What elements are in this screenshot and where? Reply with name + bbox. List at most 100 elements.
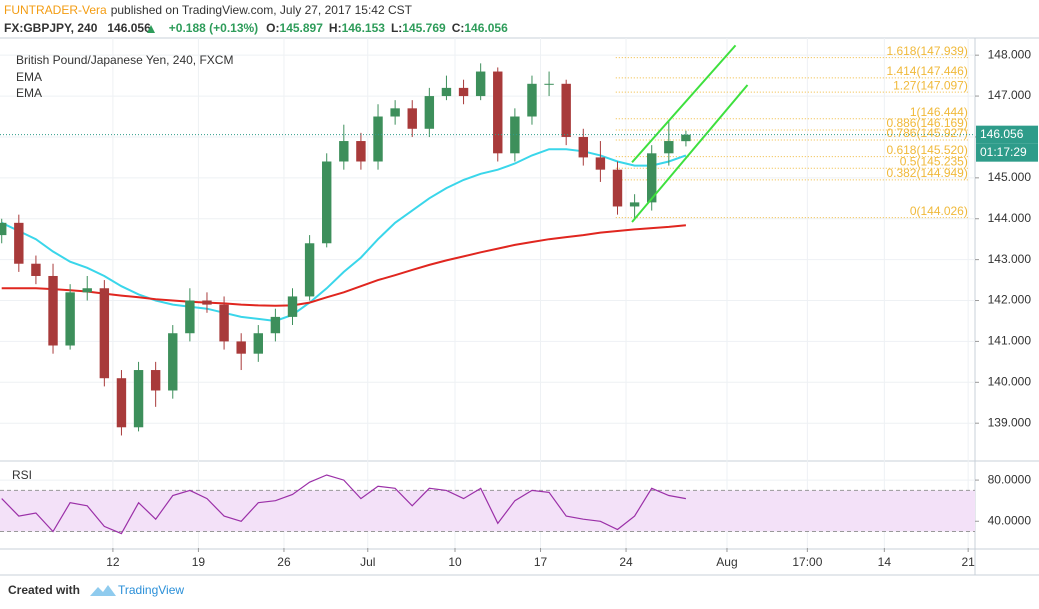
price: 146.056 [107,21,151,35]
candle-body [475,71,486,97]
candle-body [48,275,58,346]
candle-body [219,304,229,342]
candle-body [561,83,571,137]
fib-label: 1.618(147.939) [886,44,967,58]
y-tick-label: 148.000 [988,47,1032,61]
price-tag-label: 146.056 [980,127,1024,141]
candle-body [185,300,195,334]
rsi-title: RSI [12,468,32,482]
candle-body [0,222,7,236]
y-tick-label: 139.000 [988,415,1032,429]
legend-entry: EMA [16,70,42,84]
candle-body [681,134,691,142]
y-tick-label: 140.000 [988,374,1032,388]
candle-body [664,141,674,154]
candle-body [133,370,144,428]
x-tick-label: 12 [106,555,120,569]
channel-line [631,44,737,163]
author: FUNTRADER-Vera [4,3,107,17]
candle-body [356,141,366,162]
ema-line [1,148,687,323]
candle-body [116,378,127,428]
change: +0.188 (+0.13%) [169,21,258,35]
ohlc-value: 146.153 [342,21,386,35]
candle-body [595,157,606,170]
candle-body [322,161,332,244]
y-tick-label: 141.000 [988,334,1032,348]
legend-entry: EMA [16,86,42,100]
candle-body [458,87,469,97]
up-arrow [147,25,155,33]
y-tick-label: 143.000 [988,252,1032,266]
rsi-band [0,490,975,532]
candle-body [339,141,349,162]
x-tick-label: 14 [878,555,892,569]
ohlc-label: L: [391,21,402,35]
footer-brand: TradingView [118,583,184,597]
logo [90,585,116,596]
candle-body [65,292,75,346]
x-tick-label: 17 [534,555,548,569]
candle-body [390,108,400,117]
candle-body [270,316,281,334]
header-line: FUNTRADER-Vera published on TradingView.c… [4,3,413,17]
candle-body [578,136,588,158]
y-tick-label: 80.0000 [988,472,1032,486]
symbol: FX:GBPJPY, 240 [4,21,98,35]
candle-body [647,153,657,203]
ohlc-label: H: [329,21,342,35]
ohlc-label: C: [452,21,465,35]
symbol-line: FX:GBPJPY, 240 146.056 +0.188 (+0.13%) O:14… [4,21,508,35]
candle-body [612,169,623,207]
candle-body [407,108,417,129]
candle-body [510,116,520,154]
x-tick-label: 21 [961,555,975,569]
candle-body [14,222,24,264]
candle-body [441,87,452,97]
fib-label: 0.5(145.235) [900,154,968,168]
channel-line [631,84,749,223]
candle-body [629,202,640,207]
plot: 139.000 140.000 141.000 142.000 143.000 144.0… [0,38,1038,569]
rsi-line [1,474,687,535]
candle-body [31,263,41,276]
candle-body [304,243,315,297]
footer-created: Created with [8,583,80,597]
candle-body [373,116,383,162]
candle-body [202,300,212,305]
y-tick-label: 40.0000 [988,513,1032,527]
ema-line [1,224,686,307]
y-tick-label: 144.000 [988,211,1032,225]
x-tick-label: Jul [360,555,375,569]
x-tick-label: 19 [192,555,206,569]
candle-body [527,83,537,117]
candle-body [287,296,298,317]
candle-body [493,71,503,154]
fib-label: 1(146.444) [910,105,968,119]
y-tick-label: 147.000 [988,88,1032,102]
countdown-tag [976,143,1038,162]
y-tick-label: 145.000 [988,170,1032,184]
countdown-label: 01:17:29 [980,145,1027,159]
x-tick-label: 17:00 [792,555,822,569]
candle-body [82,288,92,293]
candle-body [544,83,554,85]
x-tick-label: 26 [277,555,291,569]
x-tick-label: 10 [448,555,462,569]
fib-label: 1.27(147.097) [893,78,968,92]
published: published on TradingView.com, July 27, 2… [111,3,413,17]
ohlc-value: 145.769 [402,21,446,35]
ohlc-label: O: [266,21,279,35]
price-tag [976,125,1038,144]
candle-body [99,288,110,379]
chart-legend-title: British Pound/Japanese Yen, 240, FXCM [16,53,233,67]
ohlc-value: 146.056 [464,21,508,35]
x-tick-label: Aug [716,555,737,569]
fib-label: 0(144.026) [910,204,968,218]
fib-label: 0.786(145.927) [886,126,967,140]
candle-body [253,333,263,354]
y-tick-label: 142.000 [988,293,1032,307]
ohlc-value: 145.897 [280,21,324,35]
fib-label: 0.886(146.169) [886,116,967,130]
